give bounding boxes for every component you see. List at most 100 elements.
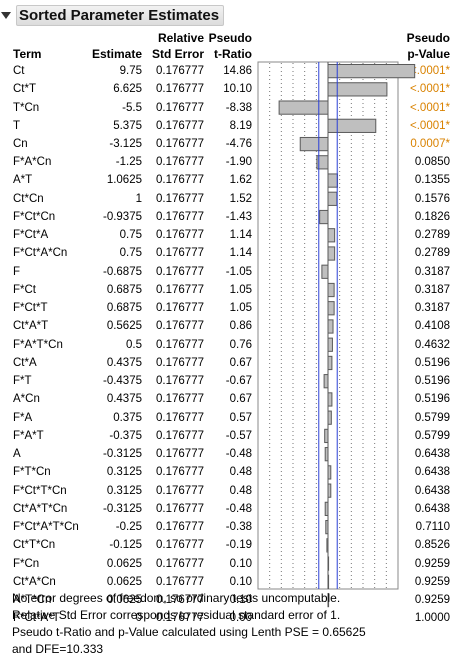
rse-cell: 0.176777 [156, 575, 204, 588]
report-title-bar[interactable]: Sorted Parameter Estimates [0, 3, 225, 27]
rse-cell: 0.176777 [156, 101, 204, 114]
estimate-cell: 1.0625 [106, 174, 142, 187]
bar [327, 82, 388, 97]
p-value-cell: 0.1576 [414, 192, 450, 205]
estimate-cell: 0.0625 [106, 557, 142, 570]
term-cell: F*T [13, 375, 32, 388]
bar [327, 228, 336, 243]
term-cell: F*Ct*Cn [13, 210, 56, 223]
term-cell: F*A*T [13, 429, 44, 442]
bar [327, 337, 333, 352]
rse-cell: 0.176777 [156, 375, 204, 388]
p-value-cell: 0.8526 [414, 539, 450, 552]
t-ratio-cell: 1.05 [229, 302, 252, 315]
estimate-cell: -3.125 [109, 138, 142, 150]
disclosure-triangle-icon[interactable] [1, 11, 11, 19]
p-value-cell: 0.5196 [414, 356, 450, 369]
bar [327, 483, 332, 498]
rse-cell: 0.176777 [156, 521, 204, 533]
t-ratio-cell: 0.48 [229, 484, 252, 497]
t-ratio-cell: 0.48 [229, 466, 252, 479]
t-ratio-cell: 1.14 [229, 247, 252, 260]
term-cell: F*A*Cn [13, 156, 52, 169]
rse-cell: 0.176777 [156, 393, 204, 406]
t-ratio-cell: 0.67 [229, 356, 252, 369]
t-ratio-cell: -0.57 [225, 429, 252, 442]
rse-cell: 0.176777 [156, 138, 204, 150]
term-cell: F*T*Cn [13, 466, 51, 479]
rse-cell: 0.176777 [156, 174, 204, 187]
estimate-cell: -0.6875 [102, 265, 142, 278]
p-value-cell: 0.1355 [414, 174, 450, 187]
p-value-cell: 0.4108 [414, 320, 450, 333]
bar [327, 191, 338, 206]
rse-cell: 0.176777 [156, 466, 204, 479]
bar [327, 301, 335, 316]
estimate-cell: 0.4375 [106, 356, 142, 369]
bar [327, 355, 333, 371]
term-cell: Ct*A [13, 356, 37, 369]
t-ratio-cell: 0.57 [229, 411, 252, 424]
t-ratio-cell: -0.48 [225, 448, 252, 460]
rse-cell: 0.176777 [156, 210, 204, 223]
t-ratio-cell: -0.67 [225, 375, 252, 388]
bar [327, 173, 338, 188]
t-ratio-cell: 0.10 [229, 557, 252, 570]
p-value-cell: 0.5799 [414, 411, 450, 424]
estimate-cell: 0.4375 [106, 393, 142, 406]
estimate-cell: -0.375 [109, 429, 142, 442]
p-value-cell: 0.6438 [414, 484, 450, 497]
estimate-cell: 0.0625 [106, 575, 142, 588]
header-rse-line2: Std Error [151, 47, 204, 61]
rse-cell: 0.176777 [156, 302, 204, 315]
bar [327, 410, 332, 425]
p-value-cell: 0.0850 [414, 156, 450, 169]
footer-note: Relative Std Error corresponds to residu… [12, 608, 341, 622]
term-cell: F [13, 265, 21, 278]
p-value-cell: <.0001* [410, 101, 450, 114]
estimate-cell: -0.4375 [102, 375, 142, 388]
estimate-cell: -0.3125 [102, 448, 142, 460]
bar [327, 465, 332, 480]
term-cell: F*Ct*T [13, 302, 48, 315]
t-ratio-cell: 10.10 [223, 83, 252, 96]
p-value-cell: 0.2789 [414, 229, 450, 242]
term-cell: F*Ct*T*Cn [13, 484, 67, 497]
term-cell: A*Cn [13, 393, 40, 406]
estimate-cell: 0.6875 [106, 302, 142, 315]
header-pvalue-line1: Pseudo [406, 31, 450, 45]
footer-note: and DFE=10.333 [12, 642, 104, 656]
t-ratio-cell: 1.05 [229, 283, 252, 296]
estimate-cell: 1 [135, 192, 142, 205]
t-ratio-cell: 14.86 [223, 65, 252, 77]
rse-cell: 0.176777 [156, 448, 204, 460]
t-ratio-cell: -1.90 [225, 156, 252, 169]
rse-cell: 0.176777 [156, 119, 204, 132]
term-cell: Cn [13, 138, 28, 150]
bar [327, 556, 330, 571]
estimate-cell: -5.5 [122, 101, 142, 114]
bar [326, 538, 329, 553]
t-ratio-cell: -0.48 [225, 502, 252, 515]
report-title: Sorted Parameter Estimates [16, 4, 225, 26]
term-cell: F*Cn [13, 557, 40, 570]
term-cell: F*A [13, 411, 33, 424]
estimate-cell: 0.3125 [106, 466, 142, 479]
estimate-cell: 9.75 [119, 65, 142, 77]
rse-cell: 0.176777 [156, 265, 204, 278]
rse-cell: 0.176777 [156, 247, 204, 260]
t-ratio-cell: 1.62 [229, 174, 252, 187]
term-cell: A [13, 448, 21, 460]
p-value-cell: 0.7110 [415, 521, 450, 533]
t-ratio-cell: 1.14 [229, 229, 252, 242]
estimate-cell: 0.5 [126, 338, 142, 351]
bar [321, 264, 329, 279]
bar [327, 282, 335, 298]
term-cell: Ct [13, 65, 25, 77]
p-value-cell: 0.9259 [414, 594, 450, 606]
p-value-cell: 0.5196 [414, 375, 450, 388]
rse-cell: 0.176777 [156, 612, 204, 625]
t-ratio-cell: 0.86 [229, 320, 252, 333]
rse-cell: 0.176777 [156, 192, 204, 205]
